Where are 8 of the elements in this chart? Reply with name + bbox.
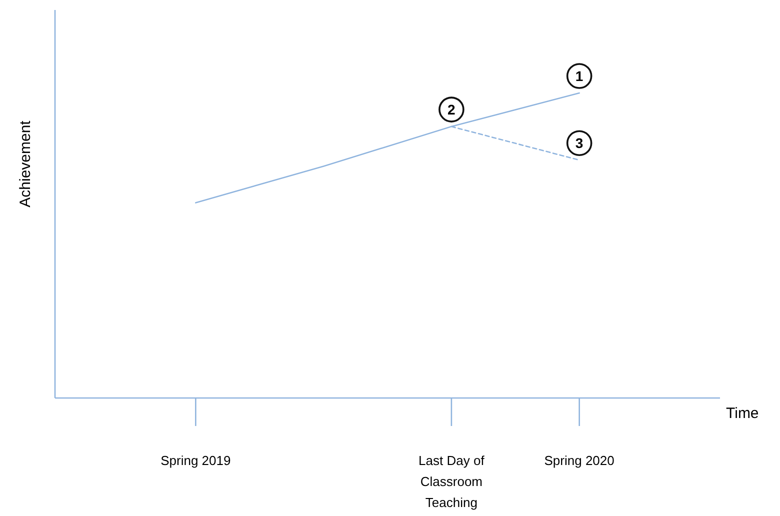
annotation: 3 — [575, 135, 584, 152]
x-tick-label: Last Day of Classroom Teaching — [418, 453, 485, 510]
x-tick-label: Spring 2020 — [544, 453, 614, 468]
y-axis-title: Achievement — [17, 120, 34, 208]
annotation: 2 — [448, 102, 456, 118]
annotation: 1 — [575, 68, 584, 84]
x-tick-label: Spring 2019 — [160, 453, 231, 468]
x-axis-title: Time — [726, 405, 759, 422]
